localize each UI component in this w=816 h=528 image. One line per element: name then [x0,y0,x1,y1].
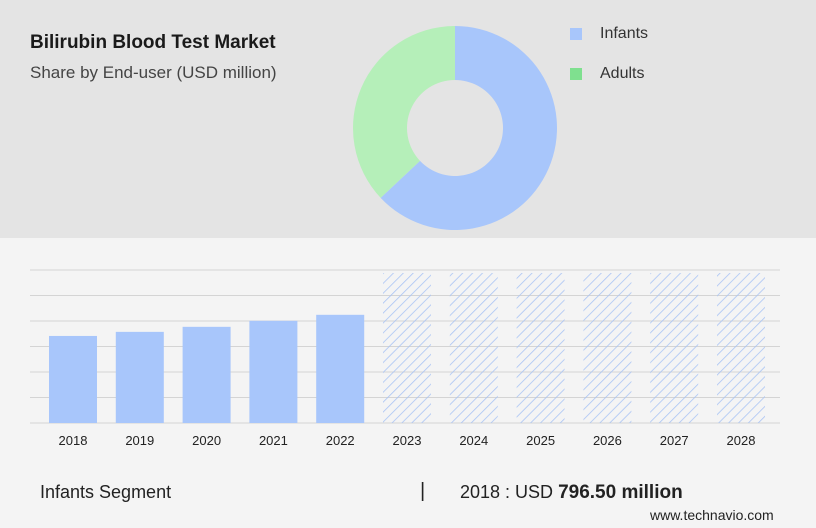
footer-separator: | [420,480,426,502]
tick-label-2024: 2024 [459,433,488,448]
legend: Infants Adults [570,24,648,104]
legend-label-infants: Infants [600,25,649,42]
tick-label-2019: 2019 [125,433,154,448]
tick-label-2025: 2025 [526,433,555,448]
legend-swatch-adults [570,68,582,80]
bar-2021[interactable] [249,320,298,423]
tick-label-2021: 2021 [259,433,288,448]
legend-label-adults: Adults [600,65,645,82]
legend-swatch-infants [570,28,582,40]
bar-2019[interactable] [115,331,164,423]
tick-label-2026: 2026 [593,433,622,448]
bar-forecast-2026[interactable] [583,273,632,423]
tick-label-2028: 2028 [727,433,756,448]
donut-slice-adults[interactable] [352,26,455,198]
bar-forecast-2028[interactable] [717,273,765,423]
segment-value: 2018 : USD 796.50 million [460,482,683,504]
legend-item-adults[interactable]: Adults [570,64,648,84]
bar-forecast-2024[interactable] [449,273,498,423]
tick-label-2023: 2023 [393,433,422,448]
segment-label: Infants Segment [40,482,172,502]
legend-item-infants[interactable]: Infants [570,24,648,44]
segment-value-prefix: 2018 : USD [460,482,554,502]
chart-title: Bilirubin Blood Test Market [30,32,276,53]
bar-forecast-2023[interactable] [383,273,431,423]
tick-label-2018: 2018 [59,433,88,448]
tick-label-2020: 2020 [192,433,221,448]
segment-value-amount: 796.50 million [558,482,683,503]
chart-subtitle: Share by End-user (USD million) [30,63,277,82]
brand-url[interactable]: www.technavio.com [650,507,774,523]
bar-forecast-2025[interactable] [516,273,565,423]
donut-chart [352,26,557,230]
donut-slice-infants[interactable] [380,26,557,230]
bar-2018[interactable] [49,335,97,423]
tick-label-2022: 2022 [326,433,355,448]
bar-2020[interactable] [182,326,231,423]
bar-2022[interactable] [316,314,365,423]
bar-chart: 2018 2019 2020 2021 2022 2023 2024 2025 2026 2027… [30,269,780,448]
bar-forecast-2027[interactable] [650,273,699,423]
tick-label-2027: 2027 [660,433,689,448]
